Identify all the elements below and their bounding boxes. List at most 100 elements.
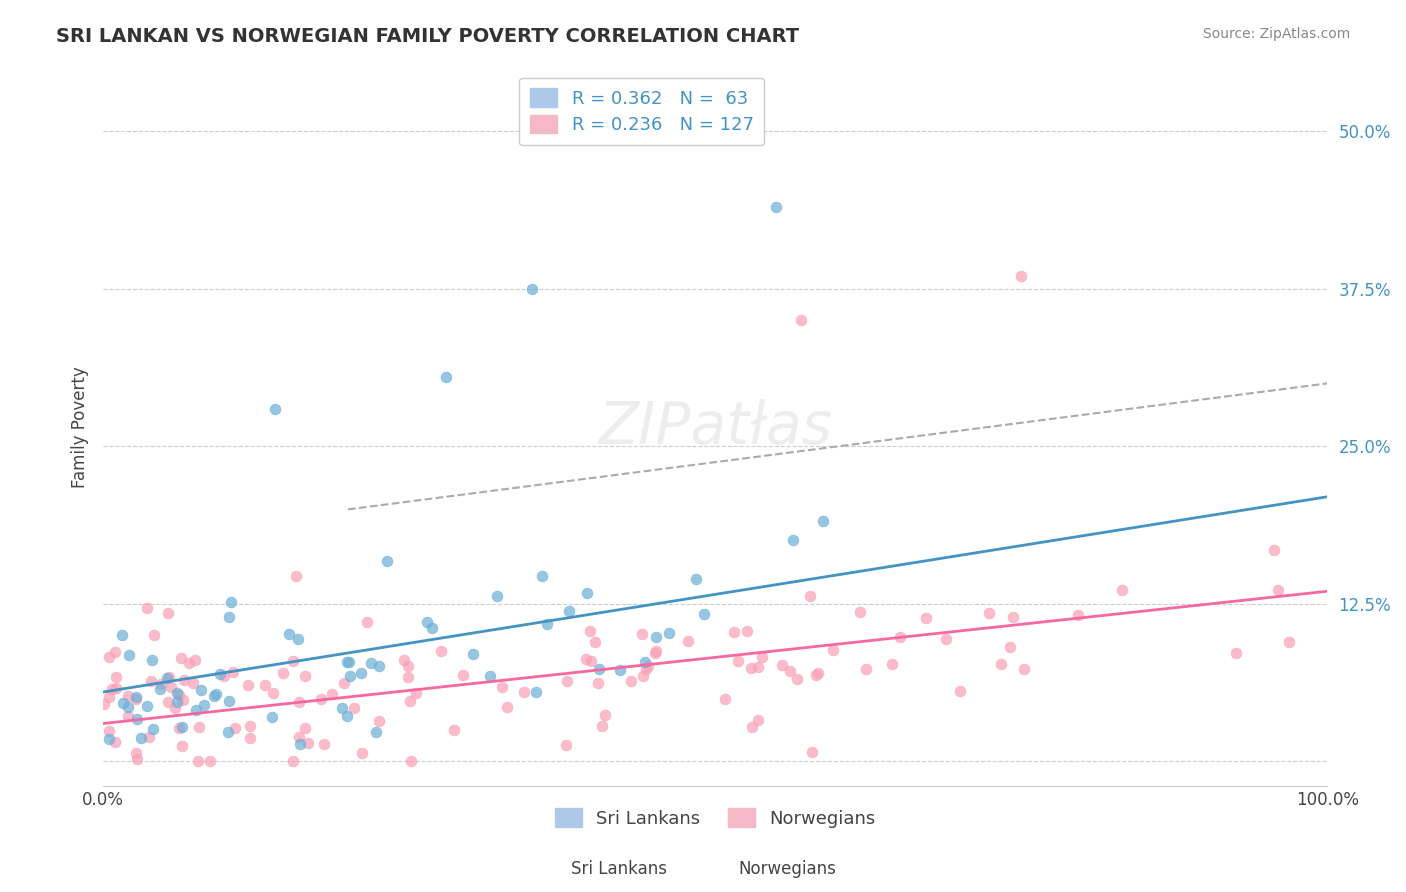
Point [735, 624, 758, 638]
Point [786, 673, 808, 687]
Point [181, 676, 204, 690]
Point [127, 712, 149, 726]
Point [284, 568, 307, 582]
Point [434, 370, 457, 384]
Point [849, 605, 872, 619]
Point [190, 683, 212, 698]
Point [979, 606, 1001, 620]
Point [889, 630, 911, 644]
Point [770, 658, 793, 673]
Point [765, 200, 787, 214]
Point [723, 625, 745, 640]
Point [779, 664, 801, 678]
Point [177, 656, 200, 670]
Point [685, 572, 707, 586]
Point [644, 630, 666, 644]
Point [297, 736, 319, 750]
Point [157, 695, 180, 709]
Point [339, 669, 361, 683]
Point [105, 670, 128, 684]
Point [593, 708, 616, 723]
Point [208, 667, 231, 681]
Point [1267, 583, 1289, 598]
Point [117, 648, 139, 662]
Point [165, 700, 187, 714]
Point [236, 678, 259, 692]
Point [337, 655, 360, 669]
Point [636, 662, 658, 676]
Point [558, 604, 581, 618]
Point [184, 703, 207, 717]
Point [100, 681, 122, 696]
Point [98, 732, 121, 747]
Point [588, 675, 610, 690]
Point [170, 739, 193, 754]
Point [169, 721, 191, 735]
Point [747, 713, 769, 727]
Point [290, 737, 312, 751]
Point [396, 658, 419, 673]
Point [333, 676, 356, 690]
Point [198, 754, 221, 768]
Point [170, 720, 193, 734]
Point [193, 698, 215, 713]
Point [288, 730, 311, 744]
Point [205, 687, 228, 701]
Point [239, 731, 262, 746]
Point [740, 661, 762, 675]
Point [136, 699, 159, 714]
Point [281, 654, 304, 668]
Point [495, 699, 517, 714]
Point [714, 692, 737, 706]
Point [591, 719, 613, 733]
Point [751, 650, 773, 665]
Point [1067, 608, 1090, 623]
Y-axis label: Family Poverty: Family Poverty [72, 367, 89, 489]
Legend: Sri Lankans, Norwegians: Sri Lankans, Norwegians [548, 801, 883, 835]
Point [281, 754, 304, 768]
Point [187, 719, 209, 733]
Point [581, 654, 603, 668]
Point [139, 674, 162, 689]
Point [790, 313, 813, 327]
Point [136, 601, 159, 615]
Point [111, 628, 134, 642]
Point [375, 554, 398, 568]
Point [309, 691, 332, 706]
Point [157, 670, 180, 684]
Point [271, 666, 294, 681]
Point [644, 646, 666, 660]
Point [637, 658, 659, 673]
Point [368, 714, 391, 728]
Point [364, 724, 387, 739]
Point [631, 627, 654, 641]
Point [184, 653, 207, 667]
Point [111, 697, 134, 711]
Point [156, 671, 179, 685]
Point [727, 655, 749, 669]
Text: Sri Lankans: Sri Lankans [571, 860, 666, 878]
Point [350, 746, 373, 760]
Point [536, 616, 558, 631]
Point [98, 649, 121, 664]
Text: SRI LANKAN VS NORWEGIAN FAMILY POVERTY CORRELATION CHART: SRI LANKAN VS NORWEGIAN FAMILY POVERTY C… [56, 27, 800, 45]
Point [644, 644, 666, 658]
Point [807, 665, 830, 680]
Text: ZIPatłas: ZIPatłas [598, 399, 832, 456]
Point [800, 746, 823, 760]
Point [451, 667, 474, 681]
Point [349, 666, 371, 681]
Point [998, 640, 1021, 654]
Point [360, 656, 382, 670]
Point [356, 615, 378, 629]
Point [167, 688, 190, 702]
Point [166, 695, 188, 709]
Point [336, 709, 359, 723]
Point [212, 669, 235, 683]
Point [98, 723, 121, 738]
Point [1001, 610, 1024, 624]
Point [166, 686, 188, 700]
Point [741, 720, 763, 734]
Point [142, 723, 165, 737]
Point [555, 738, 578, 752]
